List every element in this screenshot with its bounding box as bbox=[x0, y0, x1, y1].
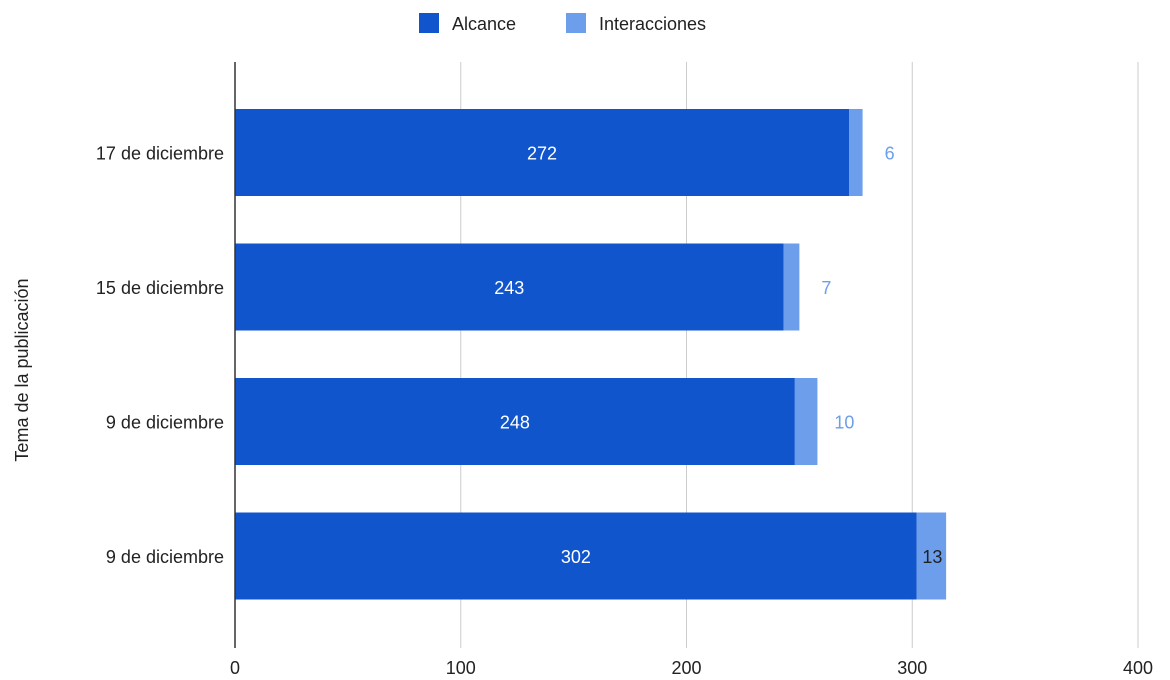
y-axis-title: Tema de la publicación bbox=[12, 278, 32, 461]
x-tick-label: 0 bbox=[230, 658, 240, 678]
legend-label-alcance: Alcance bbox=[452, 14, 516, 34]
category-label: 9 de diciembre bbox=[106, 413, 224, 433]
legend-label-interacciones: Interacciones bbox=[599, 14, 706, 34]
bar-interacciones bbox=[849, 109, 863, 196]
x-tick-label: 300 bbox=[897, 658, 927, 678]
data-label-interacciones: 7 bbox=[821, 278, 831, 298]
bar-alcance bbox=[235, 378, 795, 465]
category-labels: 17 de diciembre 15 de diciembre 9 de dicie… bbox=[96, 144, 224, 568]
x-tick-label: 200 bbox=[671, 658, 701, 678]
x-axis-ticks: 0 100 200 300 400 bbox=[230, 658, 1153, 678]
chart-legend: Alcance Interacciones bbox=[419, 13, 706, 34]
x-tick-label: 400 bbox=[1123, 658, 1153, 678]
bar-interacciones bbox=[916, 512, 947, 600]
bars-group bbox=[235, 109, 947, 600]
data-labels-group: 272 6 243 7 248 10 302 13 bbox=[494, 144, 942, 568]
category-label: 17 de diciembre bbox=[96, 144, 224, 164]
data-label-interacciones: 6 bbox=[885, 144, 895, 164]
x-tick-label: 100 bbox=[446, 658, 476, 678]
bar-alcance bbox=[235, 109, 850, 196]
bar-interacciones bbox=[783, 243, 800, 331]
data-label-interacciones: 10 bbox=[834, 413, 854, 433]
data-label-alcance: 302 bbox=[561, 547, 591, 567]
bar-alcance bbox=[235, 243, 784, 331]
data-label-alcance: 243 bbox=[494, 278, 524, 298]
bar-alcance bbox=[235, 512, 917, 600]
data-label-alcance: 272 bbox=[527, 144, 557, 164]
category-label: 9 de diciembre bbox=[106, 547, 224, 567]
legend-swatch-interacciones bbox=[566, 13, 586, 33]
data-label-interacciones: 13 bbox=[922, 547, 942, 567]
legend-swatch-alcance bbox=[419, 13, 439, 33]
data-label-alcance: 248 bbox=[500, 413, 530, 433]
bar-interacciones bbox=[794, 378, 818, 465]
category-label: 15 de diciembre bbox=[96, 278, 224, 298]
